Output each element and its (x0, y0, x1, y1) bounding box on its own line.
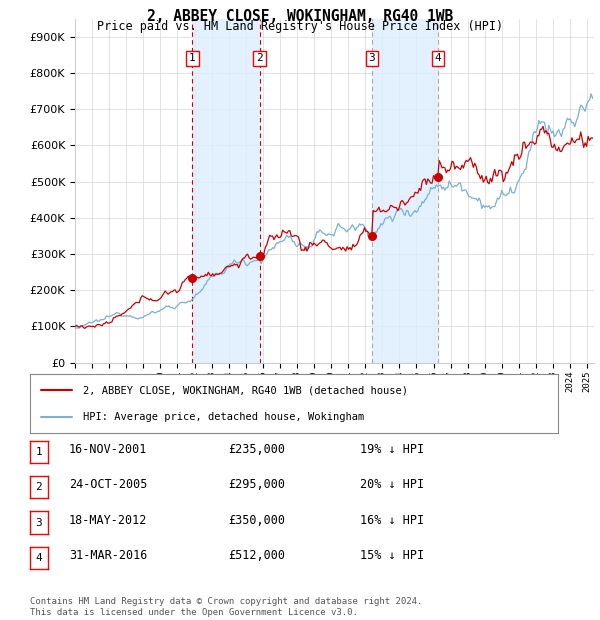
Text: 16-NOV-2001: 16-NOV-2001 (69, 443, 148, 456)
Text: 3: 3 (35, 518, 43, 528)
Text: 2: 2 (35, 482, 43, 492)
Text: 20% ↓ HPI: 20% ↓ HPI (360, 479, 424, 491)
Text: 4: 4 (35, 553, 43, 563)
Text: 3: 3 (368, 53, 375, 63)
Text: £512,000: £512,000 (228, 549, 285, 562)
Text: HPI: Average price, detached house, Wokingham: HPI: Average price, detached house, Woki… (83, 412, 364, 422)
Text: Price paid vs. HM Land Registry's House Price Index (HPI): Price paid vs. HM Land Registry's House … (97, 20, 503, 33)
Text: Contains HM Land Registry data © Crown copyright and database right 2024.
This d: Contains HM Land Registry data © Crown c… (30, 598, 422, 617)
Text: 18-MAY-2012: 18-MAY-2012 (69, 514, 148, 526)
Text: 4: 4 (434, 53, 441, 63)
Text: 19% ↓ HPI: 19% ↓ HPI (360, 443, 424, 456)
Text: 24-OCT-2005: 24-OCT-2005 (69, 479, 148, 491)
Text: 2, ABBEY CLOSE, WOKINGHAM, RG40 1WB (detached house): 2, ABBEY CLOSE, WOKINGHAM, RG40 1WB (det… (83, 386, 408, 396)
Text: 16% ↓ HPI: 16% ↓ HPI (360, 514, 424, 526)
Text: £350,000: £350,000 (228, 514, 285, 526)
Text: 15% ↓ HPI: 15% ↓ HPI (360, 549, 424, 562)
Text: 2, ABBEY CLOSE, WOKINGHAM, RG40 1WB: 2, ABBEY CLOSE, WOKINGHAM, RG40 1WB (147, 9, 453, 24)
Text: 1: 1 (35, 447, 43, 457)
Bar (193, 19, 260, 363)
Text: 2: 2 (256, 53, 263, 63)
Bar (372, 19, 438, 363)
Text: 1: 1 (189, 53, 196, 63)
Text: 31-MAR-2016: 31-MAR-2016 (69, 549, 148, 562)
Text: £295,000: £295,000 (228, 479, 285, 491)
Text: £235,000: £235,000 (228, 443, 285, 456)
